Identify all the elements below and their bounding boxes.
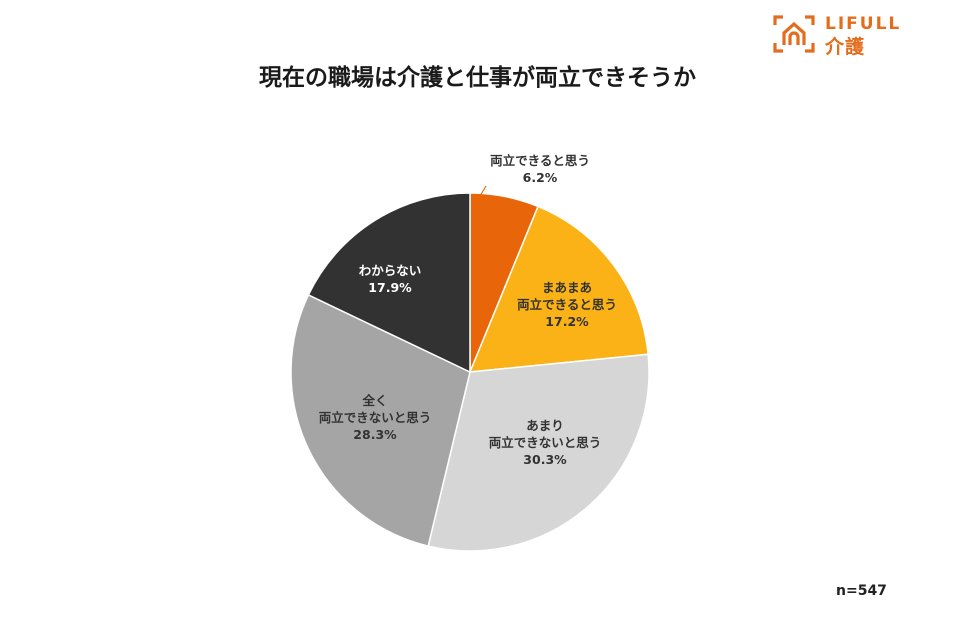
house-frame-icon (773, 15, 815, 53)
label-can-balance: 両立できると思う 6.2% (490, 153, 590, 185)
label-somewhat-can: まあまあ 両立できると思う 17.2% (517, 280, 617, 329)
logo-brand: LIFULL (825, 14, 902, 34)
pie-slice (307, 192, 471, 374)
pie-slice (290, 293, 471, 547)
label-not-really: あまり 両立できないと思う 30.3% (488, 418, 602, 467)
chart-title: 現在の職場は介護と仕事が両立できそうか (259, 65, 696, 91)
label-dont-know: わからない 17.9% (358, 263, 422, 295)
pie-slice (468, 205, 649, 373)
lifull-kaigo-logo: LIFULL 介護 (773, 14, 913, 58)
sample-size: n=547 (836, 583, 887, 599)
logo-service: 介護 (825, 36, 866, 58)
leader-line (479, 185, 487, 197)
label-not-at-all: 全く 両立できないと思う 28.3% (318, 393, 432, 442)
pie-slice (427, 353, 650, 552)
